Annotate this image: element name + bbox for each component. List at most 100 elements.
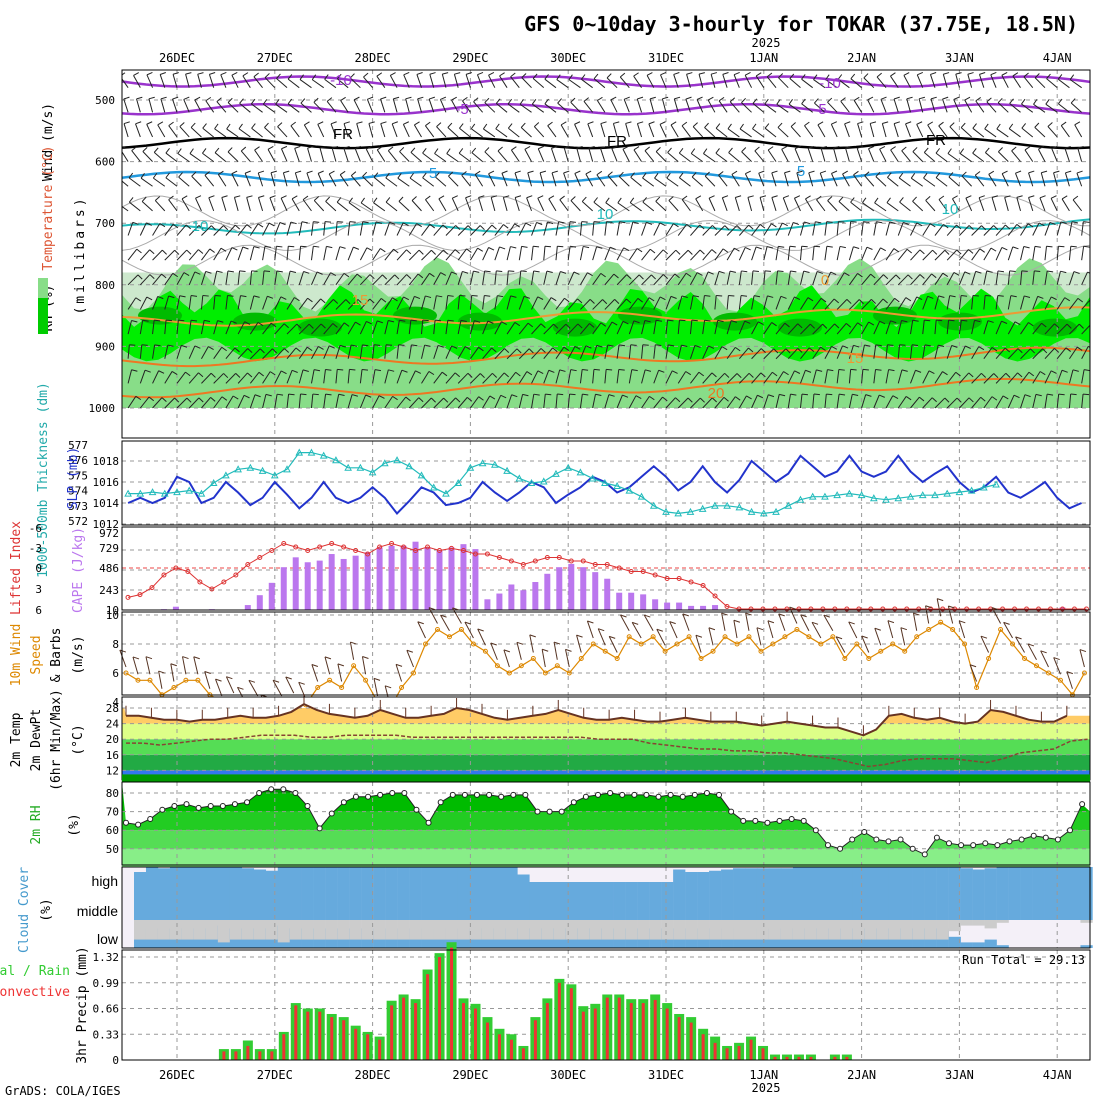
contour-label: 10	[192, 218, 209, 235]
wind-barb-flag	[1041, 170, 1048, 174]
wind-barb	[249, 394, 256, 409]
wind-barb	[848, 322, 858, 335]
wind-barb	[726, 320, 732, 335]
millibars-axis-label: (millibars)	[73, 195, 88, 314]
wind-barb	[231, 74, 239, 88]
wind-barb-flag	[350, 171, 357, 176]
wind-barb-flag	[716, 295, 723, 297]
wind-barb	[421, 397, 432, 409]
cloud-bar	[541, 892, 554, 920]
cloud-bar	[229, 892, 243, 920]
wind-barb-flag	[168, 195, 174, 201]
wind-barb-flag	[938, 344, 945, 347]
top-date-label: 26DEC	[159, 51, 195, 65]
wind-barb-flag	[648, 297, 655, 302]
wind-barb-flag	[760, 348, 766, 354]
wind-barb-flag	[952, 195, 958, 200]
precip-conv-bar	[665, 1008, 669, 1060]
wind-barb	[139, 274, 151, 286]
wind-barb	[592, 345, 598, 359]
cloud-low-bar	[804, 920, 818, 940]
wind-barb	[482, 224, 493, 236]
wind-barb-flag	[455, 397, 461, 403]
cloud-bar	[253, 869, 267, 892]
wind-barb-flag	[332, 323, 338, 328]
wind-barb	[274, 370, 282, 384]
wind-barb	[152, 296, 159, 310]
wind-barb-flag	[1054, 323, 1060, 329]
cloud-bar	[780, 892, 794, 920]
wind-barb	[1056, 370, 1063, 384]
wind-barb	[563, 172, 569, 187]
wind-barb-flag	[144, 369, 151, 373]
wind-barb	[543, 347, 553, 360]
cloud-bar	[373, 867, 386, 892]
rh-point	[486, 791, 493, 798]
wind-barb-flag	[218, 170, 224, 175]
wind-barb	[190, 127, 202, 138]
rh-point	[679, 793, 686, 800]
wind-barb-flag	[890, 72, 896, 77]
wind-barb	[824, 271, 832, 286]
wind-barb	[298, 246, 302, 261]
wind-speed-point	[147, 677, 153, 683]
wind-barb	[787, 323, 799, 335]
wind-barb-flag	[362, 344, 369, 347]
wind-barb	[885, 369, 890, 384]
cloud-bar	[409, 892, 422, 920]
wind-barb-flag	[1033, 99, 1038, 105]
wind-barb-flag	[589, 299, 595, 304]
wind-barb	[934, 397, 946, 409]
cloud-bar	[1020, 892, 1033, 920]
wind-barb-flag	[287, 98, 293, 105]
wind-barb-flag	[868, 145, 875, 150]
wind-barb	[833, 147, 838, 162]
wind10m-barb	[900, 627, 906, 646]
wind-barb	[824, 298, 835, 310]
rh-point	[292, 790, 299, 796]
wind-barb	[567, 369, 572, 384]
wind-barb	[159, 74, 166, 88]
precip-conv-bar	[366, 1034, 370, 1060]
wind-barb-flag	[930, 72, 937, 75]
wind-barb	[200, 295, 204, 310]
wind-barb	[641, 344, 644, 359]
wind-barb	[280, 197, 288, 212]
wind-barb	[824, 369, 828, 384]
thickness-frame	[121, 440, 1091, 526]
wind10m-barb-flag	[417, 621, 424, 625]
wind-speed-point	[602, 648, 608, 654]
thickness-tick-label: 572	[68, 515, 88, 528]
contour-label: FR	[926, 132, 946, 149]
wind-barb	[983, 295, 986, 310]
wind-barb	[952, 198, 960, 212]
wind-barb	[502, 197, 508, 212]
wind-barb-flag	[251, 123, 256, 129]
wind-barb-flag	[674, 96, 681, 100]
wind-barb-flag	[614, 299, 620, 304]
wind-barb	[836, 272, 845, 286]
wind-barb-flag	[417, 273, 424, 279]
cloud-bar	[541, 882, 554, 892]
precip-conv-bar	[533, 1020, 537, 1060]
wind-barb-flag	[820, 346, 826, 351]
wind-barb-flag	[1012, 246, 1019, 250]
wind-barb	[592, 273, 602, 286]
wind-barb	[298, 271, 305, 285]
cloud-bar	[445, 892, 458, 920]
wind-barb	[424, 125, 435, 138]
wind-barb-flag	[917, 71, 924, 76]
wind-barb	[734, 197, 740, 212]
wind-barb	[812, 346, 821, 360]
wind-barb-flag	[318, 346, 324, 350]
wind-barb-flag	[148, 96, 155, 100]
wind-barb	[653, 296, 661, 310]
wind-barb	[152, 223, 161, 236]
wind-barb-flag	[446, 148, 451, 154]
wind-barb-flag	[1047, 270, 1054, 273]
cloud-low-bar	[613, 920, 626, 940]
wind-barb-flag	[649, 395, 655, 401]
wind-barb	[738, 270, 742, 285]
cloud-level-label: middle	[77, 903, 118, 919]
wind-barb-flag	[333, 298, 339, 304]
